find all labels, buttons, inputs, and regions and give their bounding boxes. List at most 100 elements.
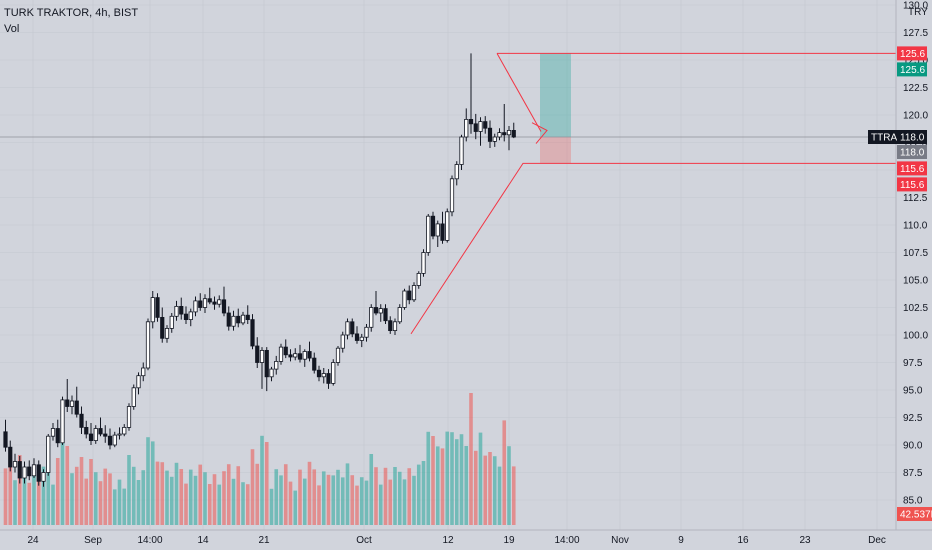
price-tick-label: 112.5	[903, 193, 928, 204]
volume-bar	[378, 484, 383, 525]
candle-body	[198, 300, 203, 308]
volume-bar	[127, 455, 131, 525]
candle-body	[454, 164, 459, 180]
volume-bar	[84, 478, 89, 525]
candle-body	[478, 121, 483, 132]
candle-body	[402, 290, 407, 308]
candle-body	[430, 215, 436, 237]
volume-bar	[416, 464, 421, 525]
candle-body	[449, 178, 455, 213]
candle-body	[483, 121, 488, 129]
volume-bar	[393, 467, 397, 525]
time-tick-label: 19	[503, 535, 515, 546]
time-tick-label: 14:00	[554, 535, 579, 546]
arrow-head[interactable]	[531, 122, 548, 144]
candle-body	[8, 446, 13, 468]
volume-bar	[226, 464, 231, 525]
trend-drawings[interactable]	[410, 52, 896, 335]
volume-bar	[298, 469, 302, 525]
candle-body	[492, 136, 497, 142]
price-tick-label: 107.5	[903, 248, 928, 259]
candle-body	[345, 321, 350, 336]
volume-bar	[174, 462, 179, 525]
volume-bar	[321, 471, 326, 525]
price-tick-label: 100.0	[903, 331, 928, 342]
volume-bar	[459, 434, 464, 525]
candle-body	[174, 305, 179, 317]
candle-body	[27, 466, 32, 477]
volume-bar	[169, 476, 174, 525]
candle-body	[36, 464, 41, 482]
candles	[3, 53, 516, 487]
target-line-tag-text: 125.6	[900, 49, 925, 60]
profit-zone[interactable]	[540, 53, 571, 137]
candle-body	[122, 426, 127, 435]
candle-body	[136, 375, 141, 389]
candle-body	[473, 123, 478, 132]
candle-body	[511, 129, 516, 138]
candle-body	[131, 387, 136, 407]
candle-body	[307, 351, 312, 359]
time-tick-label: 14	[197, 535, 209, 546]
candle-body	[487, 127, 493, 142]
candle-body	[464, 119, 469, 138]
candle-body	[416, 272, 421, 286]
candle-body	[411, 285, 417, 301]
price-tags: 125.6125.6TTRAK118.0118.0115.6115.642.53…	[868, 46, 932, 521]
volume-bar	[41, 466, 46, 525]
loss-zone[interactable]	[540, 137, 571, 164]
volume-bar	[359, 477, 364, 525]
candle-body	[297, 353, 303, 360]
volume-bar	[374, 467, 378, 525]
candle-body	[12, 461, 18, 468]
volume-bar	[264, 442, 269, 525]
currency-label: TRY	[908, 7, 928, 18]
volume-bar	[502, 420, 507, 525]
candle-body	[369, 307, 374, 328]
volume-bar	[184, 483, 188, 525]
candle-body	[69, 400, 75, 407]
candle-body	[112, 434, 117, 446]
candle-body	[373, 307, 379, 314]
candle-body	[84, 426, 89, 435]
candle-body	[79, 413, 84, 428]
ticker-tag	[868, 130, 897, 144]
projection-line[interactable]	[496, 53, 542, 132]
candle-body	[278, 346, 284, 362]
volume-bar	[469, 393, 473, 525]
candle-body	[150, 297, 155, 323]
volume-indicator-label[interactable]: Vol	[4, 23, 19, 35]
time-tick-label: Oct	[356, 535, 372, 546]
candle-body	[155, 297, 160, 318]
volume-bar	[364, 480, 369, 525]
volume-bar	[336, 469, 340, 525]
candle-body	[183, 313, 189, 321]
volume-bar	[483, 455, 488, 525]
candle-body	[283, 346, 288, 356]
volume-bar	[293, 490, 298, 525]
candle-body	[293, 353, 298, 358]
candle-body	[468, 119, 474, 125]
price-axis[interactable]: 85.0 87.5 90.0 92.5 95.0 97.5 100.0 102.5 105.0 1…	[895, 0, 928, 530]
candle-body	[259, 349, 265, 363]
volume-bar	[122, 488, 127, 525]
trend-line-lower[interactable]	[410, 162, 896, 335]
volume-bar	[150, 441, 155, 525]
volume-bar	[407, 468, 412, 525]
candle-body	[202, 298, 208, 308]
stop-zone-tag	[897, 161, 927, 176]
volume-bar	[136, 480, 141, 525]
volume-bar	[93, 472, 98, 525]
candle-body	[145, 321, 151, 369]
candle-body	[217, 299, 222, 305]
volume-bar	[511, 466, 516, 525]
price-tick-label: 110.0	[903, 221, 928, 232]
position-zones[interactable]	[0, 53, 896, 164]
volume-bar	[279, 475, 283, 525]
price-tick-label: 130.0	[903, 1, 928, 12]
time-axis[interactable]: 24 Sep 14:00 14 21 Oct 12 19 14:00 Nov 9 16 23 Dec	[0, 529, 932, 546]
candle-body	[212, 301, 217, 305]
volume-bar	[274, 469, 279, 525]
volume-bar	[255, 463, 260, 525]
